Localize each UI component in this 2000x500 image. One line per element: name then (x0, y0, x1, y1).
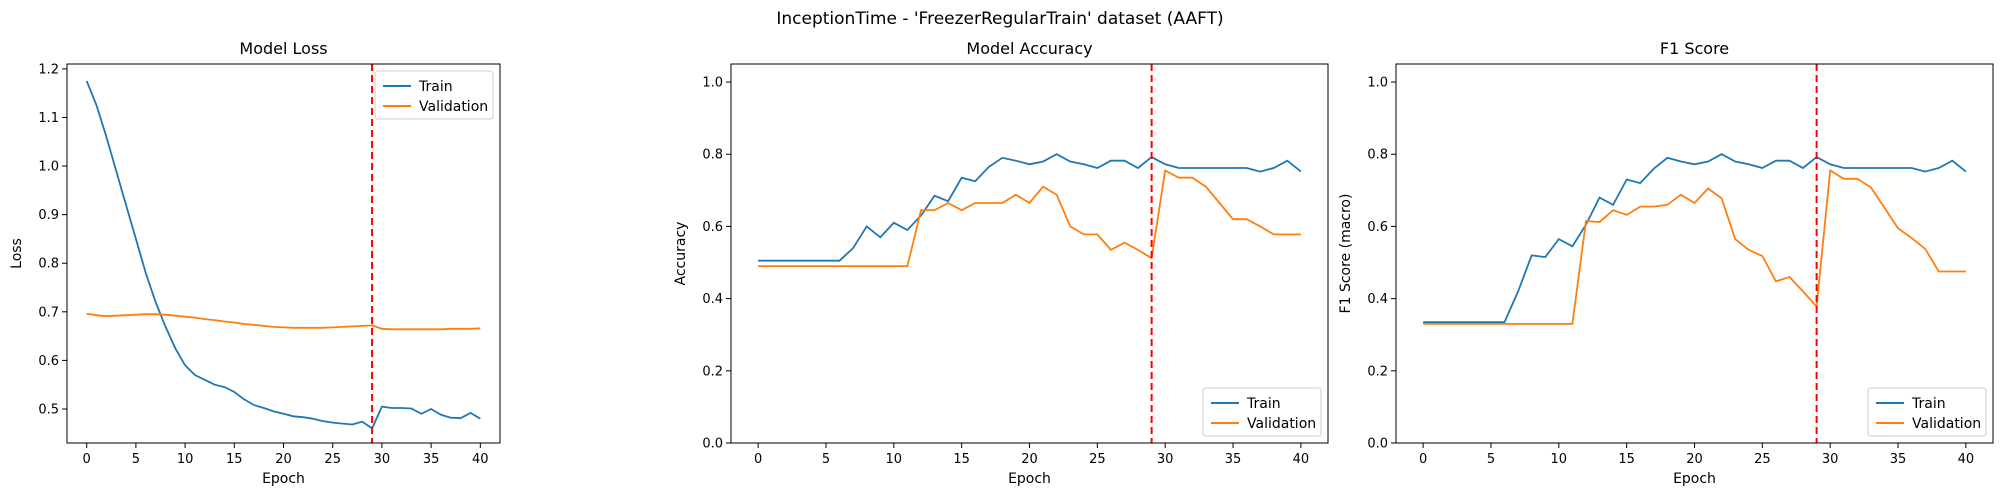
figure-title: InceptionTime - 'FreezerRegularTrain' da… (776, 9, 1223, 29)
y-tick-label: 1.2 (38, 62, 59, 77)
x-tick-label: 35 (423, 452, 440, 467)
legend: Train Validation (374, 70, 494, 120)
y-axis-label: Accuracy (673, 222, 689, 286)
chart-panel-1: Model Loss 0 5 10 15 20 25 30 35 40 0.5 0.6 0.7 0.8 0.… (9, 39, 501, 487)
x-tick-label: 40 (1293, 452, 1310, 467)
legend-label-train: Train (418, 79, 453, 95)
chart-title: Model Accuracy (966, 39, 1092, 58)
x-tick-label: 15 (226, 452, 243, 467)
legend-label-train: Train (1246, 396, 1281, 412)
chart-title: F1 Score (1660, 39, 1729, 58)
y-tick-label: 0.7 (38, 305, 59, 320)
x-tick-label: 0 (1419, 452, 1427, 467)
x-tick-label: 35 (1890, 452, 1907, 467)
x-tick-label: 20 (275, 452, 292, 467)
y-tick-label: 0.8 (38, 257, 59, 272)
x-tick-label: 30 (374, 452, 391, 467)
plot-frame (66, 63, 501, 444)
x-axis-label: Epoch (262, 471, 305, 487)
x-tick-label: 10 (886, 452, 903, 467)
y-tick-label: 1.0 (702, 76, 723, 91)
chart-title: Model Loss (239, 39, 327, 58)
y-axis-label: F1 Score (macro) (1338, 194, 1354, 314)
x-tick-label: 10 (1551, 452, 1568, 467)
legend-label-validation: Validation (419, 99, 488, 115)
x-tick-label: 25 (1089, 452, 1106, 467)
series-line-train (758, 153, 1302, 262)
x-tick-label: 40 (472, 452, 489, 467)
y-tick-label: 1.0 (38, 160, 59, 175)
series-line-validation (1423, 168, 1966, 325)
x-tick-label: 15 (953, 452, 970, 467)
y-tick-label: 0.4 (1367, 292, 1388, 307)
x-tick-label: 30 (1157, 452, 1174, 467)
series-line-train (1423, 153, 1967, 324)
y-tick-label: 0.8 (1367, 148, 1388, 163)
x-tick-label: 25 (324, 452, 341, 467)
y-tick-label: 0.9 (38, 208, 59, 223)
x-tick-label: 5 (132, 452, 140, 467)
x-tick-label: 10 (177, 452, 194, 467)
y-tick-label: 0.8 (702, 148, 723, 163)
series-line-validation (86, 312, 481, 331)
y-tick-label: 0.6 (1367, 220, 1388, 235)
legend: Train Validation (1867, 387, 1987, 437)
series-line-validation (758, 169, 1301, 268)
chart-panel-3: F1 Score 0 5 10 15 20 25 30 35 40 0.0 0.2 0.4 0.6 0.8 1… (1338, 39, 1994, 487)
x-tick-label: 25 (1754, 452, 1771, 467)
y-tick-label: 0.2 (702, 364, 723, 379)
y-tick-label: 1.0 (1367, 76, 1388, 91)
y-tick-label: 0.4 (702, 292, 723, 307)
y-tick-label: 0.2 (1367, 364, 1388, 379)
x-tick-label: 30 (1822, 452, 1839, 467)
y-tick-label: 0.6 (702, 220, 723, 235)
legend: Train Validation (1202, 387, 1322, 437)
plot-frame (1395, 63, 1994, 444)
y-tick-label: 0.5 (38, 402, 59, 417)
x-axis-label: Epoch (1673, 471, 1716, 487)
x-tick-label: 35 (1225, 452, 1242, 467)
y-tick-label: 0.6 (38, 354, 59, 369)
legend-label-train: Train (1911, 396, 1946, 412)
x-tick-label: 20 (1686, 452, 1703, 467)
x-tick-label: 0 (754, 452, 762, 467)
y-tick-label: 0.0 (702, 437, 723, 452)
x-tick-label: 15 (1618, 452, 1635, 467)
plots-container: Model Loss 0 5 10 15 20 25 30 35 40 0.5 0.6 0.7 0.8 0.… (9, 39, 1994, 487)
x-tick-label: 5 (822, 452, 830, 467)
legend-label-validation: Validation (1247, 416, 1316, 432)
legend-label-validation: Validation (1912, 416, 1981, 432)
series-line-train (85, 80, 481, 430)
plot-frame (730, 63, 1329, 444)
y-tick-label: 0.0 (1367, 437, 1388, 452)
chart-panel-2: Model Accuracy 0 5 10 15 20 25 30 35 40 0.0 0.2 0.4 0… (673, 39, 1329, 487)
x-tick-label: 0 (83, 452, 91, 467)
x-tick-label: 5 (1487, 452, 1495, 467)
x-tick-label: 20 (1021, 452, 1038, 467)
y-axis-label: Loss (9, 238, 25, 269)
x-axis-label: Epoch (1008, 471, 1051, 487)
x-tick-label: 40 (1958, 452, 1975, 467)
y-tick-label: 1.1 (38, 111, 59, 126)
